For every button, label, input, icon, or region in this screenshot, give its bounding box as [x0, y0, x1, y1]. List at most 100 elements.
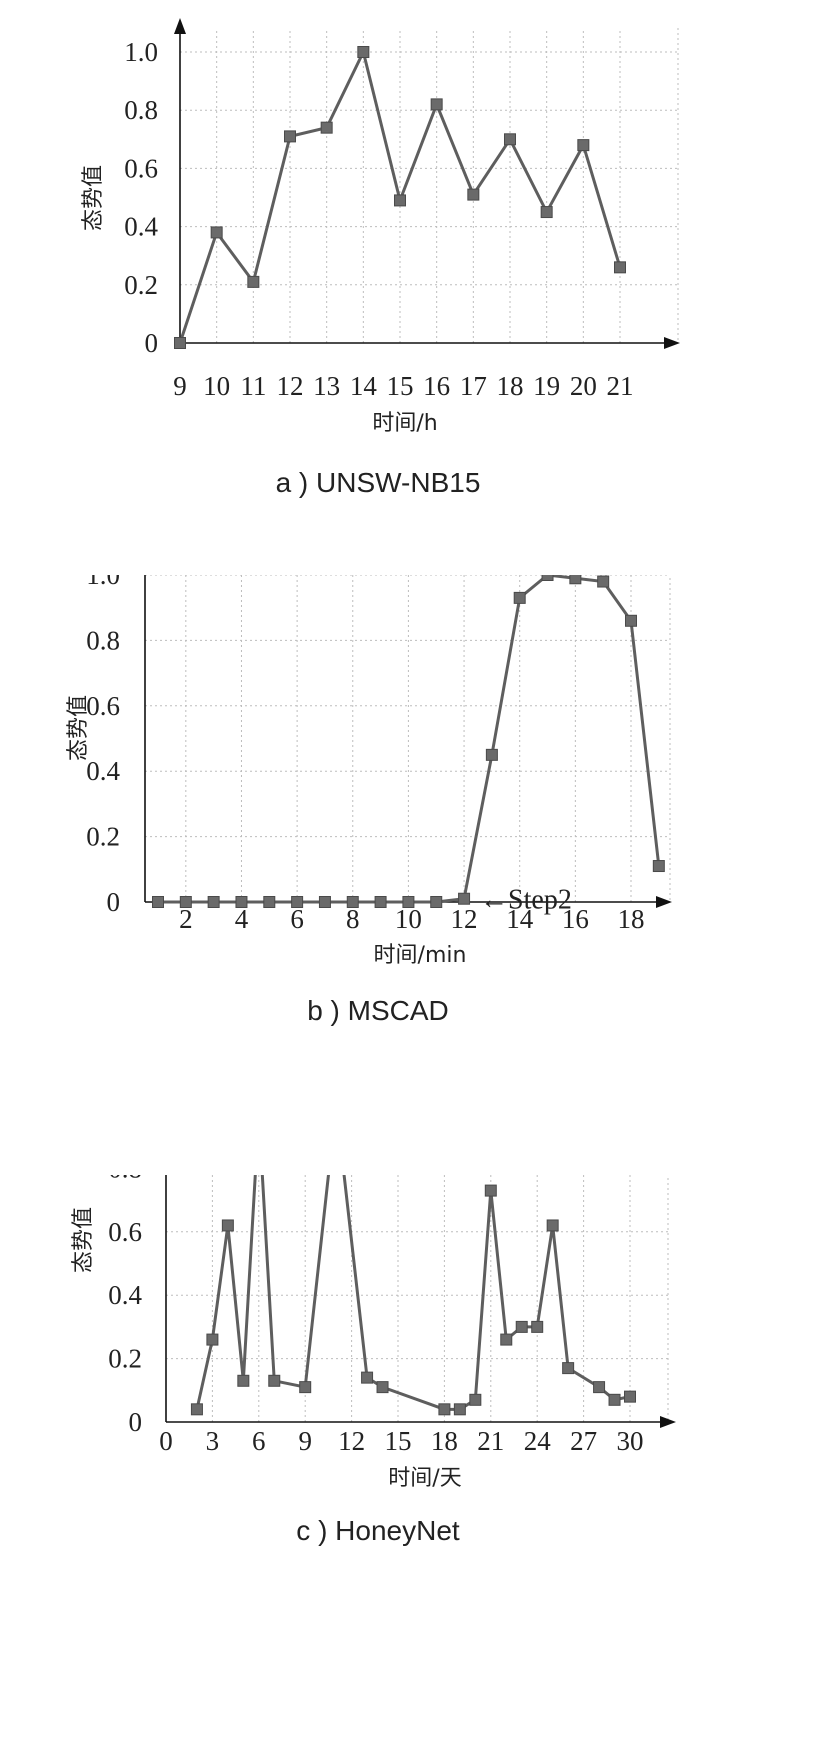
data-point [376, 1381, 389, 1394]
x-tick-label: 21 [607, 371, 634, 401]
tick-layer: 00.20.40.60.81.0036912151821242730 [108, 1175, 643, 1456]
x-tick-label: 24 [524, 1426, 552, 1456]
chart-unsw-nb15: 0 0.2 0.4 0.6 0.8 1.0 9 10 11 12 13 14 15 16 17 18 19 20 2… [81, 18, 680, 498]
data-point [593, 1381, 606, 1394]
x-tick-label: 4 [235, 904, 249, 934]
data-point [608, 1393, 621, 1406]
x-tick-label: 16 [423, 371, 450, 401]
tick-layer: 0 0.2 0.4 0.6 0.8 1.0 9 10 11 12 13 14 15 16 17 18 19 20 2… [124, 37, 633, 401]
y-tick-label: 0.6 [86, 691, 120, 721]
x-tick-label: 14 [506, 904, 534, 934]
x-axis-label: 时间/min [374, 943, 467, 968]
data-point [515, 1320, 528, 1333]
data-point [210, 226, 223, 239]
data-point [206, 1333, 219, 1346]
data-point [235, 896, 248, 908]
chart-caption: b ) MSCAD [307, 995, 449, 1026]
x-tick-label: 0 [159, 1426, 173, 1456]
y-tick-label: 0 [145, 328, 159, 358]
x-tick-label: 16 [562, 904, 589, 934]
grid-layer [166, 1175, 669, 1422]
chart-caption: c ) HoneyNet [296, 1515, 460, 1546]
data-point [546, 1219, 559, 1232]
y-axis-label: 态势值 [71, 1207, 96, 1273]
x-tick-label: 14 [350, 371, 378, 401]
x-axis-label: 时间/天 [388, 1466, 461, 1491]
data-point [562, 1362, 575, 1375]
data-point [625, 614, 637, 627]
x-axis-arrow [664, 337, 680, 349]
data-point [357, 46, 370, 58]
x-tick-label: 6 [290, 904, 304, 934]
data-point [453, 1403, 466, 1416]
chart-caption: a ) UNSW-NB15 [276, 467, 481, 498]
x-tick-label: 21 [477, 1426, 504, 1456]
y-tick-label: 0 [107, 887, 121, 917]
grid-layer [180, 28, 679, 343]
data-point [361, 1371, 374, 1384]
y-tick-label: 0 [129, 1407, 143, 1437]
data-point [430, 98, 443, 111]
data-point [652, 860, 665, 873]
data-point [531, 1320, 544, 1333]
data-point [467, 188, 480, 201]
data-point [541, 575, 554, 581]
data-point [263, 896, 276, 908]
data-point [346, 896, 359, 908]
x-tick-label: 30 [617, 1426, 644, 1456]
y-tick-label: 1.0 [124, 37, 158, 67]
x-tick-label: 9 [298, 1426, 312, 1456]
series-line [158, 575, 661, 904]
tick-layer: 0 0.2 0.4 0.6 0.8 1.0 2 4 6 8 10 12 14 16 18 [86, 575, 644, 934]
data-point [291, 896, 304, 908]
y-tick-label: 0.2 [108, 1344, 142, 1374]
axes-layer [174, 18, 680, 349]
data-point [484, 1184, 497, 1197]
data-point [569, 575, 582, 585]
grid-layer [145, 575, 671, 902]
data-point [458, 892, 471, 905]
y-tick-label: 0.6 [108, 1217, 142, 1247]
x-tick-label: 11 [240, 371, 266, 401]
y-tick-label: 0.4 [108, 1280, 142, 1310]
y-tick-label: 0.8 [124, 95, 158, 125]
data-point [485, 748, 498, 761]
x-tick-label: 18 [431, 1426, 458, 1456]
x-tick-label: 17 [460, 371, 487, 401]
x-tick-label: 12 [451, 904, 478, 934]
data-point [247, 275, 260, 288]
y-tick-label: 0.8 [108, 1175, 142, 1183]
data-point [299, 1381, 312, 1394]
data-point [284, 130, 296, 143]
data-point [174, 337, 186, 349]
x-tick-label: 18 [618, 904, 645, 934]
data-point [152, 896, 164, 908]
data-point [179, 896, 192, 908]
series-line [195, 1175, 631, 1411]
data-point [614, 261, 626, 274]
y-tick-label: 0.2 [86, 822, 120, 852]
x-tick-label: 2 [179, 904, 193, 934]
axes-layer [165, 1175, 676, 1428]
step2-annotation: ←Step2 [480, 885, 572, 916]
y-tick-label: 0.4 [124, 212, 158, 242]
x-tick-label: 9 [173, 371, 187, 401]
y-tick-label: 0.4 [86, 756, 120, 786]
y-tick-label: 1.0 [86, 575, 120, 590]
chart-mscad: 0 0.2 0.4 0.6 0.8 1.0 2 4 6 8 10 12 14 16 18 ←Step2 时间… [66, 575, 672, 1026]
x-axis-arrow [656, 896, 672, 908]
data-point [190, 1403, 203, 1416]
y-tick-label: 0.2 [124, 270, 158, 300]
y-axis-arrow [174, 18, 186, 34]
x-tick-label: 20 [570, 371, 597, 401]
series-layer [152, 575, 665, 908]
chart-honeynet: 00.20.40.60.81.0036912151821242730 时间/天 … [71, 1175, 676, 1546]
data-point [438, 1403, 451, 1416]
y-axis-label: 态势值 [66, 695, 91, 761]
x-axis-label: 时间/h [372, 411, 437, 436]
data-point [540, 206, 553, 219]
data-point [221, 1219, 234, 1232]
data-point [500, 1333, 513, 1346]
x-tick-label: 27 [570, 1426, 597, 1456]
data-point [577, 139, 590, 152]
